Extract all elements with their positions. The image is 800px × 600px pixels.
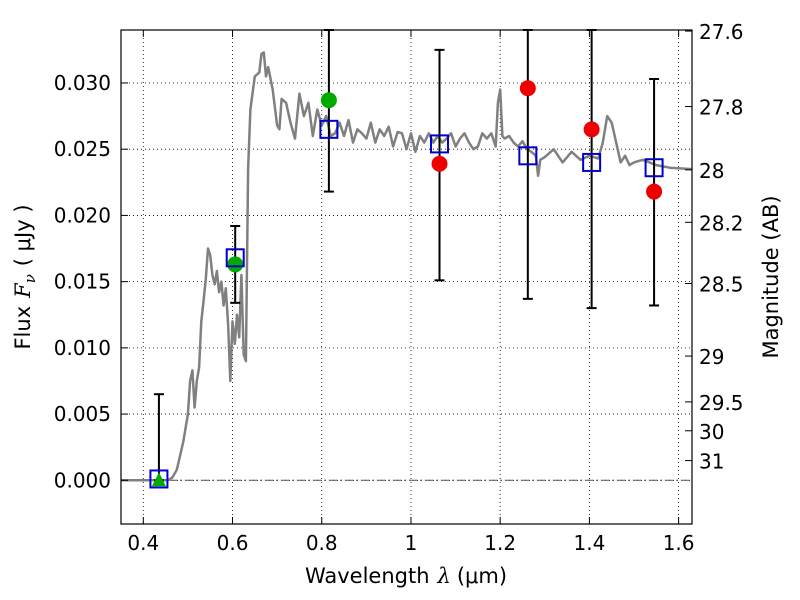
blue-square-point (149, 469, 169, 489)
y-axis-label-unit: ( μJy ) (11, 204, 35, 266)
x-tick-label: 1.2 (484, 531, 516, 555)
y-tick-label: 0.015 (54, 270, 111, 294)
blue-square-point (225, 248, 245, 268)
x-axis-ticks: 0.4 0.6 0.8 1 1.2 1.4 1.6 (127, 30, 695, 555)
y2-axis-ticks: 27.6 27.8 28 28.2 28.5 29 29.5 30 31 (685, 20, 744, 474)
blue-square-point (319, 119, 339, 139)
y2-tick-label: 28 (699, 159, 724, 183)
x-axis-label-text: Wavelength (305, 564, 430, 588)
plot-frame (120, 29, 693, 525)
x-tick-label: 1.4 (573, 531, 605, 555)
y-tick-label: 0.025 (54, 137, 111, 161)
red-circle-point (431, 155, 448, 172)
y2-tick-label: 31 (699, 450, 724, 474)
y-axis-label-subscript: ν (21, 274, 39, 283)
blue-square-point (430, 134, 450, 154)
y-tick-label: 0.010 (54, 336, 111, 360)
y2-tick-label: 28.2 (699, 211, 744, 235)
y2-tick-label: 29.5 (699, 391, 744, 415)
data-markers (149, 80, 664, 489)
green-circle-point (227, 256, 244, 273)
y-axis-label: Flux Fν ( μJy ) (11, 204, 39, 349)
y-tick-label: 0.020 (54, 203, 111, 227)
blue-square-point (518, 146, 538, 166)
x-tick-label: 0.4 (127, 531, 159, 555)
y2-tick-label: 28.5 (699, 272, 744, 296)
y-axis-label-text: Flux (11, 306, 35, 350)
y2-tick-label: 27.8 (699, 96, 744, 120)
x-tick-label: 1.6 (663, 531, 695, 555)
x-axis-label-unit: (μm) (457, 564, 507, 588)
green-triangle-point (151, 472, 166, 487)
y2-tick-label: 27.6 (699, 20, 744, 44)
blue-square-point (582, 152, 602, 172)
y-tick-label: 0.005 (54, 402, 111, 426)
red-circle-point (583, 121, 600, 138)
x-tick-label: 0.6 (217, 531, 249, 555)
red-circle-point (646, 183, 663, 200)
y2-axis-label: Magnitude (AB) (759, 195, 783, 358)
y-axis-ticks: 0.000 0.005 0.010 0.015 0.020 0.025 0.030 (54, 71, 128, 492)
x-tick-label: 0.8 (306, 531, 338, 555)
x-axis-label: Wavelength λ (μm) (305, 564, 507, 588)
red-circle-point (519, 80, 536, 97)
blue-square-point (644, 158, 664, 178)
y-tick-label: 0.030 (54, 71, 111, 95)
x-tick-label: 1 (405, 531, 418, 555)
y2-tick-label: 29 (699, 345, 724, 369)
green-circle-point (320, 92, 337, 109)
x-axis-label-symbol: λ (437, 564, 451, 588)
y-tick-label: 0.000 (54, 468, 111, 492)
y2-tick-label: 30 (699, 420, 724, 444)
y-axis-label-symbol: F (11, 282, 35, 299)
